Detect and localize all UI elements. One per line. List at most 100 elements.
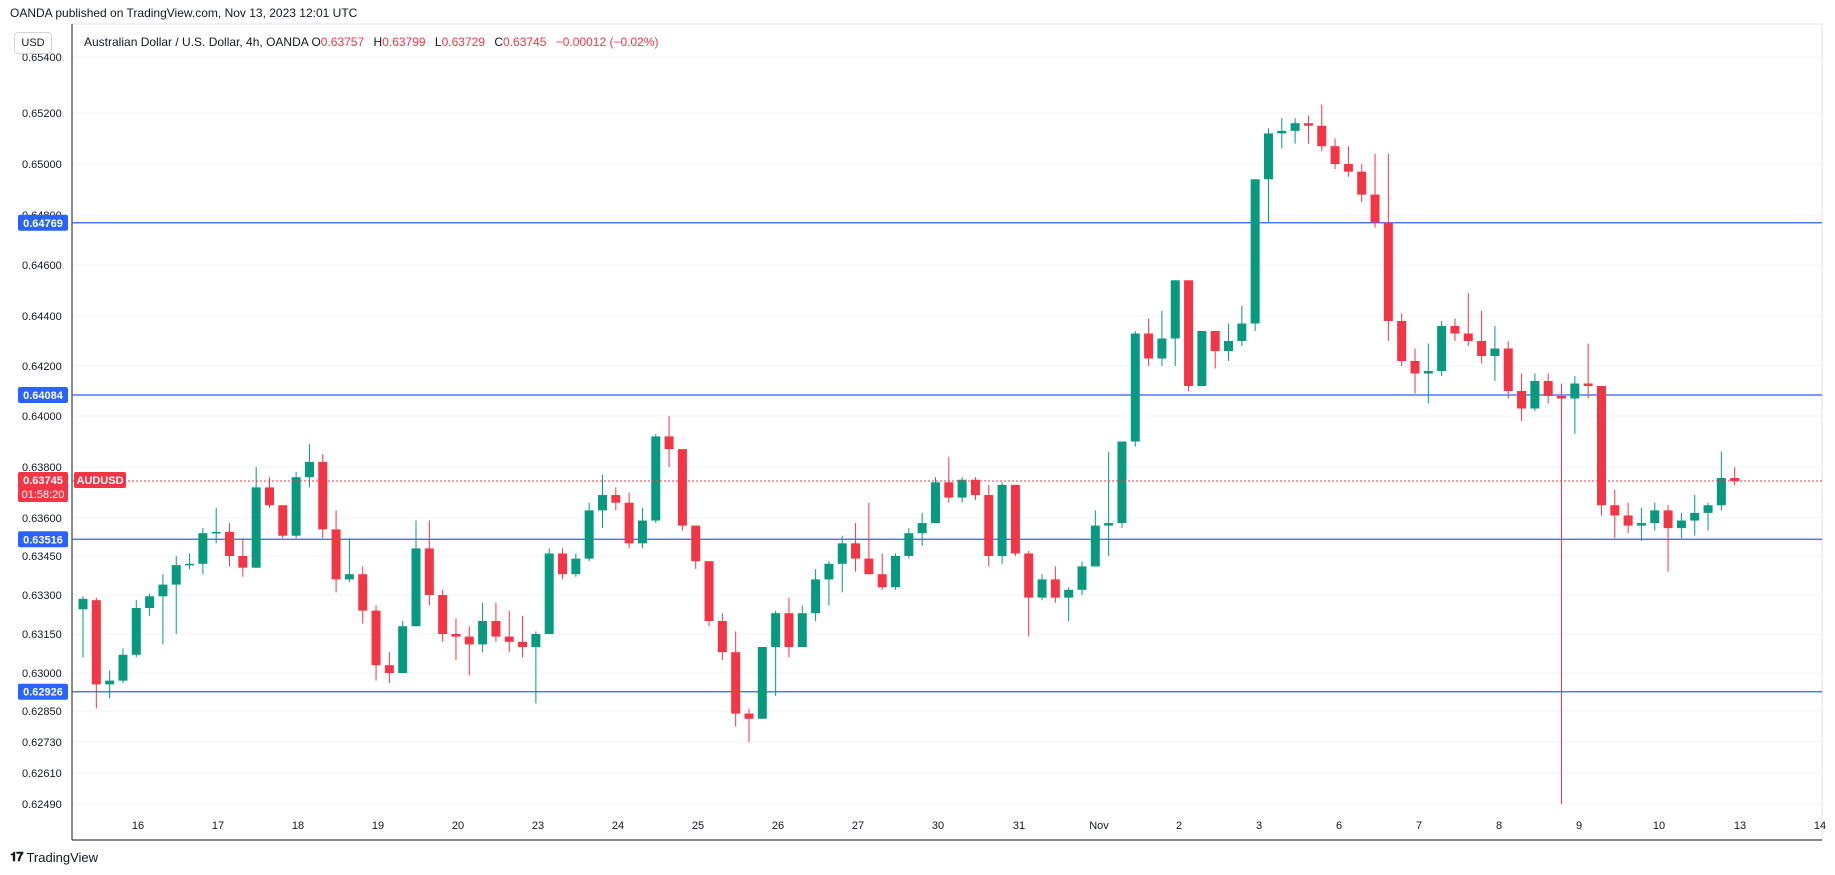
brand-name: TradingView [26, 849, 99, 865]
candle-body [1503, 348, 1513, 391]
candle-body [1330, 146, 1340, 164]
candle-body [984, 495, 994, 556]
candle-body [1050, 579, 1060, 598]
date-tick-label: 26 [772, 820, 784, 832]
candle-body [1263, 133, 1273, 180]
candle-body [1636, 523, 1646, 526]
candle-body [611, 495, 621, 503]
candle-body [597, 495, 607, 511]
candle-body [1237, 323, 1247, 341]
price-tick-label: 0.65200 [22, 108, 62, 120]
candle-body [1290, 123, 1300, 131]
candle-body [1184, 280, 1194, 386]
candle-body [1463, 333, 1473, 341]
candle-body [118, 654, 128, 681]
low-label: L [434, 35, 442, 49]
candle-body [1357, 171, 1367, 195]
price-tick-label: 0.63300 [22, 590, 62, 602]
level-price-tag [18, 214, 68, 231]
candle-body [558, 553, 568, 575]
price-tick-label: 0.64000 [22, 411, 62, 423]
candle-body [1663, 510, 1673, 529]
price-tick-label: 0.64600 [22, 260, 62, 272]
candle-body [384, 665, 394, 673]
date-tick-label: 16 [132, 820, 144, 832]
candle-body [105, 680, 115, 685]
published-header: OANDA published on TradingView.com, Nov … [10, 6, 358, 20]
candle-body [1157, 338, 1167, 359]
candle-body [651, 436, 661, 521]
price-tick-label: 0.62850 [22, 706, 62, 718]
open-value: 0.63757 [320, 35, 365, 49]
candle-body [504, 636, 514, 642]
high-value: 0.63799 [382, 35, 426, 49]
candle-body [1210, 331, 1220, 351]
candle-body [1343, 164, 1353, 172]
candle-body [837, 543, 847, 564]
candle-body [318, 461, 328, 530]
date-tick-label: 10 [1653, 820, 1665, 832]
candle-body [264, 487, 274, 506]
candle-body [1130, 333, 1140, 442]
candle-body [731, 652, 741, 714]
symbol-legend[interactable]: Australian Dollar / U.S. Dollar, 4h, OAN… [84, 35, 665, 49]
candle-body [304, 461, 314, 478]
candle-body [1570, 383, 1580, 399]
footer-brand[interactable]: 𝟏𝟕 TradingView [10, 849, 98, 865]
candle-body [797, 613, 807, 647]
candle-body [864, 558, 874, 575]
candle-body [930, 482, 940, 524]
price-tick-label: 0.64200 [22, 361, 62, 373]
candle-body [824, 563, 834, 580]
high-label: H [373, 35, 383, 49]
change-value: −0.00012 (−0.02%) [555, 35, 659, 49]
candle-body [957, 479, 967, 498]
candle-body [464, 636, 474, 645]
level-price-label: 0.64769 [23, 218, 63, 230]
price-tick-label: 0.63000 [22, 668, 62, 680]
candle-body [411, 548, 421, 627]
price-tick-label: 0.62610 [22, 768, 62, 780]
level-price-label: 0.64084 [23, 390, 64, 402]
candle-body [371, 610, 381, 666]
candle-body [1024, 553, 1034, 598]
date-tick-label: 30 [932, 820, 944, 832]
candle-body [251, 487, 261, 568]
low-value: 0.63729 [441, 35, 485, 49]
date-tick-label: 17 [212, 820, 224, 832]
candle-body [584, 510, 594, 559]
level-price-tag [18, 531, 68, 548]
date-tick-label: 23 [532, 820, 544, 832]
date-tick-label: 31 [1013, 820, 1025, 832]
candle-body [1623, 515, 1633, 526]
candle-body [691, 525, 701, 562]
price-tick-label: 0.63150 [22, 629, 62, 641]
candle-body [1370, 194, 1380, 223]
current-price-tag [18, 472, 68, 503]
date-tick-label: 27 [852, 820, 864, 832]
candle-body [1676, 520, 1686, 529]
close-label: C [494, 35, 504, 49]
date-tick-label: 9 [1576, 820, 1582, 832]
candle-body [1610, 505, 1620, 516]
candle-body [1543, 381, 1553, 396]
candle-body [211, 531, 221, 534]
currency-button[interactable]: USD [14, 32, 52, 54]
candle-body [877, 574, 887, 588]
candle-body [531, 634, 541, 647]
date-tick-label: 3 [1256, 820, 1262, 832]
candle-body [1303, 123, 1313, 126]
candle-body [1170, 280, 1180, 339]
candle-body [491, 621, 501, 637]
price-tick-label: 0.63600 [22, 513, 62, 525]
candle-body [1703, 505, 1713, 513]
price-tick-label: 0.63800 [22, 462, 62, 474]
candle-body [944, 482, 954, 498]
level-price-label: 0.62926 [23, 687, 63, 699]
candle-body [78, 598, 88, 610]
candle-body [1530, 381, 1540, 409]
price-tick-label: 0.65000 [22, 159, 62, 171]
date-tick-label: 13 [1734, 820, 1746, 832]
